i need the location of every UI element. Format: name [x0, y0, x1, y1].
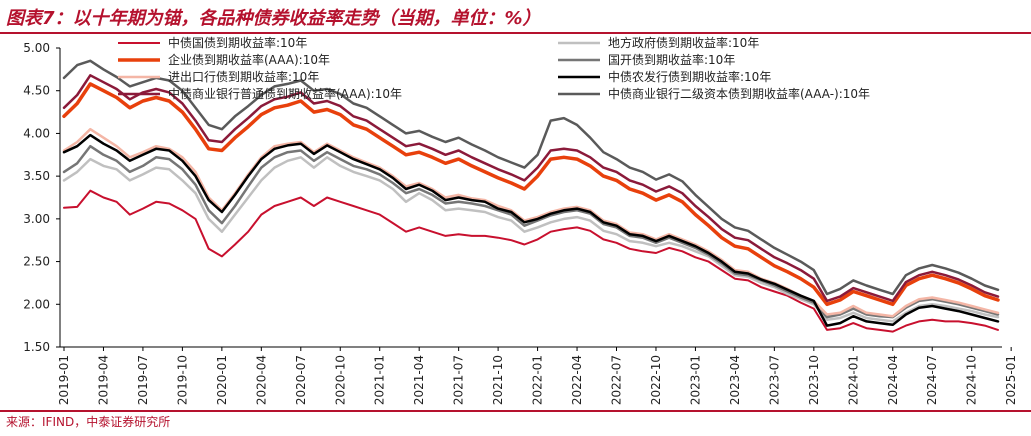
legend-label-1: 地方政府债到期收益率:10年	[608, 35, 759, 50]
legend-label-6: 中债商业银行普通债到期收益率(AAA):10年	[168, 86, 402, 101]
title-rule	[0, 32, 1031, 34]
x-tick-label: 2019-04	[96, 355, 110, 405]
x-tick-label: 2024-07	[925, 355, 939, 405]
x-tick-label: 2022-04	[570, 355, 584, 405]
x-tick-label: 2023-07	[767, 355, 781, 405]
x-tick-label: 2021-07	[452, 355, 466, 405]
series-line-0	[63, 189, 999, 333]
x-tick-label: 2020-10	[333, 355, 347, 405]
x-tick-label: 2021-01	[373, 355, 387, 405]
x-tick-label: 2019-07	[136, 355, 150, 405]
y-tick-label: 5.00	[23, 41, 50, 55]
series-line-2	[62, 82, 1000, 307]
axes: 5.00 4.50 4.00 3.50 3.00 2.50 2.00 1.50 2019-01 2…	[23, 41, 1018, 405]
figure-title: 图表7：以十年期为锚，各品种债券收益率走势（当期，单位：%）	[6, 8, 541, 29]
y-tick-label: 2.00	[23, 297, 50, 311]
x-tick-label: 2021-10	[491, 355, 505, 405]
x-tick-label: 2019-01	[57, 355, 71, 405]
x-tick-label: 2023-04	[728, 355, 742, 405]
y-tick-label: 3.50	[23, 169, 50, 183]
legend-label-5: 中债农发行债到期收益率:10年	[608, 69, 771, 84]
legend-label-2: 企业债到期收益率(AAA):10年	[168, 52, 330, 67]
legend: 中债国债到期收益率:10年 地方政府债到期收益率:10年企业债到期收益率(AAA)…	[118, 35, 870, 101]
series-line-6	[62, 74, 1000, 303]
x-tick-label: 2024-01	[846, 355, 860, 405]
y-tick-label: 1.50	[23, 340, 50, 354]
legend-label-4: 进出口行债到期收益率:10年	[168, 69, 319, 84]
series-line-1	[62, 156, 1000, 323]
series-line-4	[62, 127, 1000, 318]
x-tick-label: 2024-10	[965, 355, 979, 405]
x-tick-label: 2022-01	[531, 355, 545, 405]
x-tick-label: 2020-07	[294, 355, 308, 405]
x-tick-label: 2020-01	[215, 355, 229, 405]
legend-label-7: 中债商业银行二级资本债到期收益率(AAA-):10年	[608, 86, 870, 101]
series-line-7	[62, 59, 1000, 296]
x-tick-label: 2019-10	[175, 355, 189, 405]
series-layer	[62, 59, 1000, 333]
x-tick-label: 2023-10	[807, 355, 821, 405]
source-rule	[0, 410, 1031, 412]
series-line-5	[62, 133, 1000, 327]
y-tick-label: 2.50	[23, 255, 50, 269]
legend-label-3: 国开债到期收益率:10年	[608, 52, 735, 67]
x-tick-label: 2024-04	[886, 355, 900, 405]
x-tick-label: 2021-04	[412, 355, 426, 405]
y-tick-label: 4.00	[23, 126, 50, 140]
y-tick-label: 4.50	[23, 84, 50, 98]
source-note: 来源：IFIND，中泰证券研究所	[6, 415, 171, 429]
x-tick-label: 2025-01	[1004, 355, 1018, 405]
legend-label-0: 中债国债到期收益率:10年	[168, 35, 307, 50]
x-tick-label: 2020-04	[254, 355, 268, 405]
series-line-3	[62, 144, 1000, 319]
yield-line-chart: 5.00 4.50 4.00 3.50 3.00 2.50 2.00 1.50 2019-01 2…	[23, 35, 1018, 405]
x-tick-label: 2022-10	[649, 355, 663, 405]
y-tick-label: 3.00	[23, 212, 50, 226]
x-tick-label: 2023-01	[688, 355, 702, 405]
x-tick-label: 2022-07	[610, 355, 624, 405]
